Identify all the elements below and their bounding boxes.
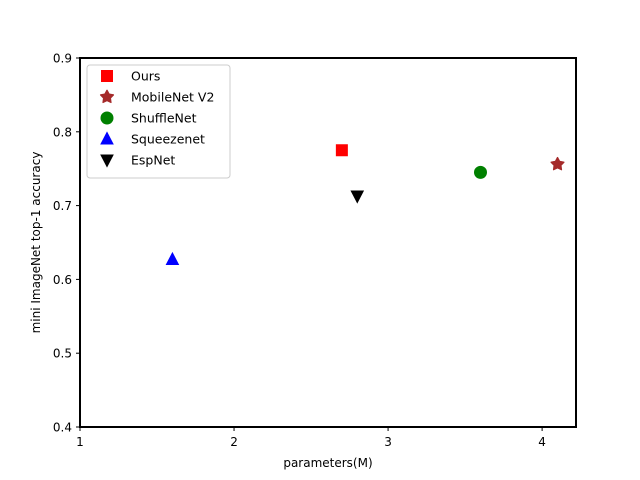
- axis-ticks: 1 2 3 4 0.4 0.5 0.6 0.7 0.8 0.9: [53, 52, 546, 450]
- y-axis-title: mini ImageNet top-1 accuracy: [29, 152, 43, 334]
- y-tick-label: 0.8: [53, 125, 72, 139]
- legend-frame: [86, 64, 231, 179]
- legend-marker: [100, 111, 114, 125]
- legend-label: Ours: [131, 69, 160, 84]
- legend-label: MobileNet V2: [131, 90, 214, 105]
- legend-label: Squeezenet: [131, 132, 205, 147]
- legend-label: EspNet: [131, 153, 175, 168]
- legend-marker: [100, 131, 114, 145]
- legend-label: ShuffleNet: [131, 111, 197, 126]
- data-point: [165, 251, 180, 265]
- x-tick-label: 3: [384, 435, 392, 449]
- data-point: [550, 156, 565, 171]
- data-point: [335, 144, 348, 157]
- y-tick-label: 0.7: [53, 199, 72, 213]
- legend-marker: [101, 70, 113, 82]
- y-tick-label: 0.5: [53, 347, 72, 361]
- x-tick-label: 4: [538, 435, 546, 449]
- legend: Ours MobileNet V2 ShuffleNet Squeezenet EspN…: [86, 64, 231, 179]
- plot-area-frame: [79, 57, 577, 428]
- y-tick-label: 0.9: [53, 52, 72, 66]
- legend-marker: [100, 154, 114, 168]
- y-tick-label: 0.4: [53, 421, 72, 435]
- legend-marker: [99, 89, 115, 104]
- x-tick-label: 1: [76, 435, 84, 449]
- data-point: [350, 190, 365, 204]
- data-point: [473, 165, 487, 179]
- x-tick-label: 2: [230, 435, 238, 449]
- data-points: [165, 144, 565, 265]
- x-axis-title: parameters(M): [283, 456, 372, 470]
- y-tick-label: 0.6: [53, 273, 72, 287]
